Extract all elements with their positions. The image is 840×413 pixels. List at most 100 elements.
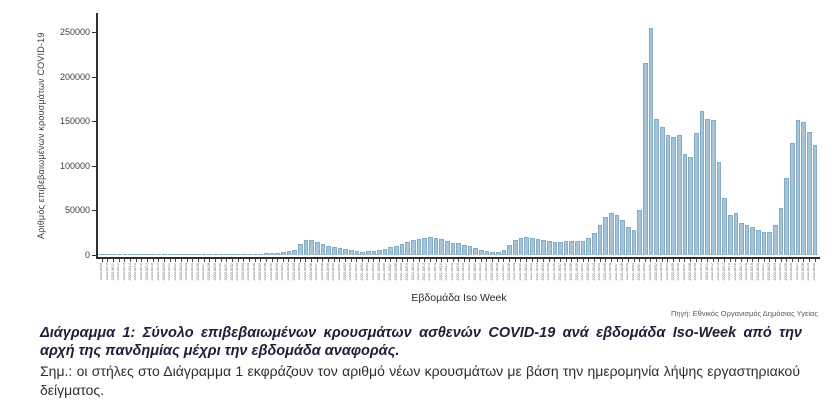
bar [150,254,156,255]
y-axis-title: Αριθμός επιβεβαιωμένων κρουσμάτων COVID-… [36,32,46,239]
bar [365,251,371,255]
bar [603,216,609,255]
x-axis-title: Εβδομάδα Iso Week [411,292,507,304]
figure-caption: Διάγραμμα 1: Σύνολο επιβεβαιωμένων κρουσ… [40,325,802,359]
bar [382,248,388,255]
y-tick-mark [92,32,97,33]
bar [122,254,128,255]
x-tick-label: 2021-W06 [382,263,387,281]
x-tick-label: 2021-W04 [371,263,375,281]
bar [269,252,275,255]
bar [422,237,428,255]
bar [739,222,744,255]
x-tick-mark [554,259,556,262]
bar [569,241,575,255]
x-tick-mark [639,259,641,262]
bar [761,231,767,255]
y-tick-label: 250000 [59,27,90,37]
x-tick-mark [690,259,692,262]
x-tick-mark [209,259,211,262]
x-tick-label: 2022-W24 [778,263,783,281]
bar [445,241,450,255]
bar [784,177,790,255]
x-tick-label: 2021-W42 [586,263,590,281]
x-tick-mark [627,259,629,262]
x-tick-label: 2021-W05 [377,263,381,281]
x-tick-label: 2020-W40 [275,263,279,281]
x-tick-mark [463,259,465,262]
x-tick-mark [475,259,477,262]
x-tick-label: 2022-W29 [807,263,811,281]
x-tick-mark [158,259,160,262]
bar [767,231,773,255]
bar [456,243,461,255]
x-tick-mark [175,259,177,262]
x-tick-label: 2021-W47 [614,263,619,281]
bar [377,249,382,255]
x-tick-mark [543,259,545,262]
x-tick-label: 2020-W48 [320,263,325,281]
bar [297,243,303,255]
x-tick-label: 2022-W26 [790,263,794,281]
x-tick-label: 2020-W34 [241,263,245,281]
y-tick-mark [92,255,97,256]
x-tick-label: 2020-W22 [173,263,177,281]
x-tick-mark [605,259,607,262]
bar [428,236,433,255]
bar [524,236,529,255]
x-tick-label: 2022-W02 [654,263,658,281]
x-tick-mark [763,259,765,262]
bar [343,249,348,255]
x-tick-mark [254,259,256,262]
x-tick-mark [197,259,199,262]
x-tick-label: 2020-W15 [133,263,138,281]
bar [348,250,354,255]
x-tick-mark [390,259,392,262]
bar [705,118,710,255]
bar [100,254,105,255]
bar [394,245,399,255]
x-tick-mark [378,259,380,262]
bar [462,244,467,255]
x-tick-label: 2022-W23 [773,263,777,281]
bar [790,143,795,255]
x-tick-label: 2021-W25 [490,263,494,281]
x-tick-label: 2020-W46 [309,263,313,281]
x-tick-mark [492,259,494,262]
bar [637,210,642,255]
x-tick-label: 2021-W46 [609,263,613,281]
x-tick-mark [633,259,635,262]
bar [552,241,558,255]
x-tick-label: 2020-W13 [122,263,127,281]
bar [580,240,586,255]
x-tick-mark [299,259,301,262]
x-tick-mark [791,259,793,262]
x-tick-mark [458,259,460,262]
x-tick-mark [130,259,132,262]
bar [303,240,309,255]
bar [648,27,654,255]
x-tick-label: 2022-W20 [756,263,760,281]
bar [716,162,722,255]
x-tick-label: 2020-W30 [218,263,223,281]
bar [133,254,139,255]
x-tick-mark [214,259,216,262]
x-tick-mark [362,259,364,262]
x-tick-mark [548,259,550,262]
bar [812,145,818,255]
bar-series [100,12,818,255]
x-tick-label: 2020-W27 [201,263,206,281]
bar [467,246,473,255]
x-tick-mark [486,259,488,262]
bar [495,252,501,255]
x-tick-mark [774,259,776,262]
x-tick-mark [412,259,414,262]
x-tick-label: 2021-W16 [439,263,443,281]
x-tick-label: 2021-W19 [456,263,460,281]
x-tick-label: 2021-W13 [422,263,426,281]
x-tick-label: 2020-W10 [105,263,110,281]
bar [360,251,365,255]
bar [433,237,439,255]
x-tick-label: 2020-W26 [196,263,200,281]
x-tick-label: 2021-W36 [552,263,556,281]
